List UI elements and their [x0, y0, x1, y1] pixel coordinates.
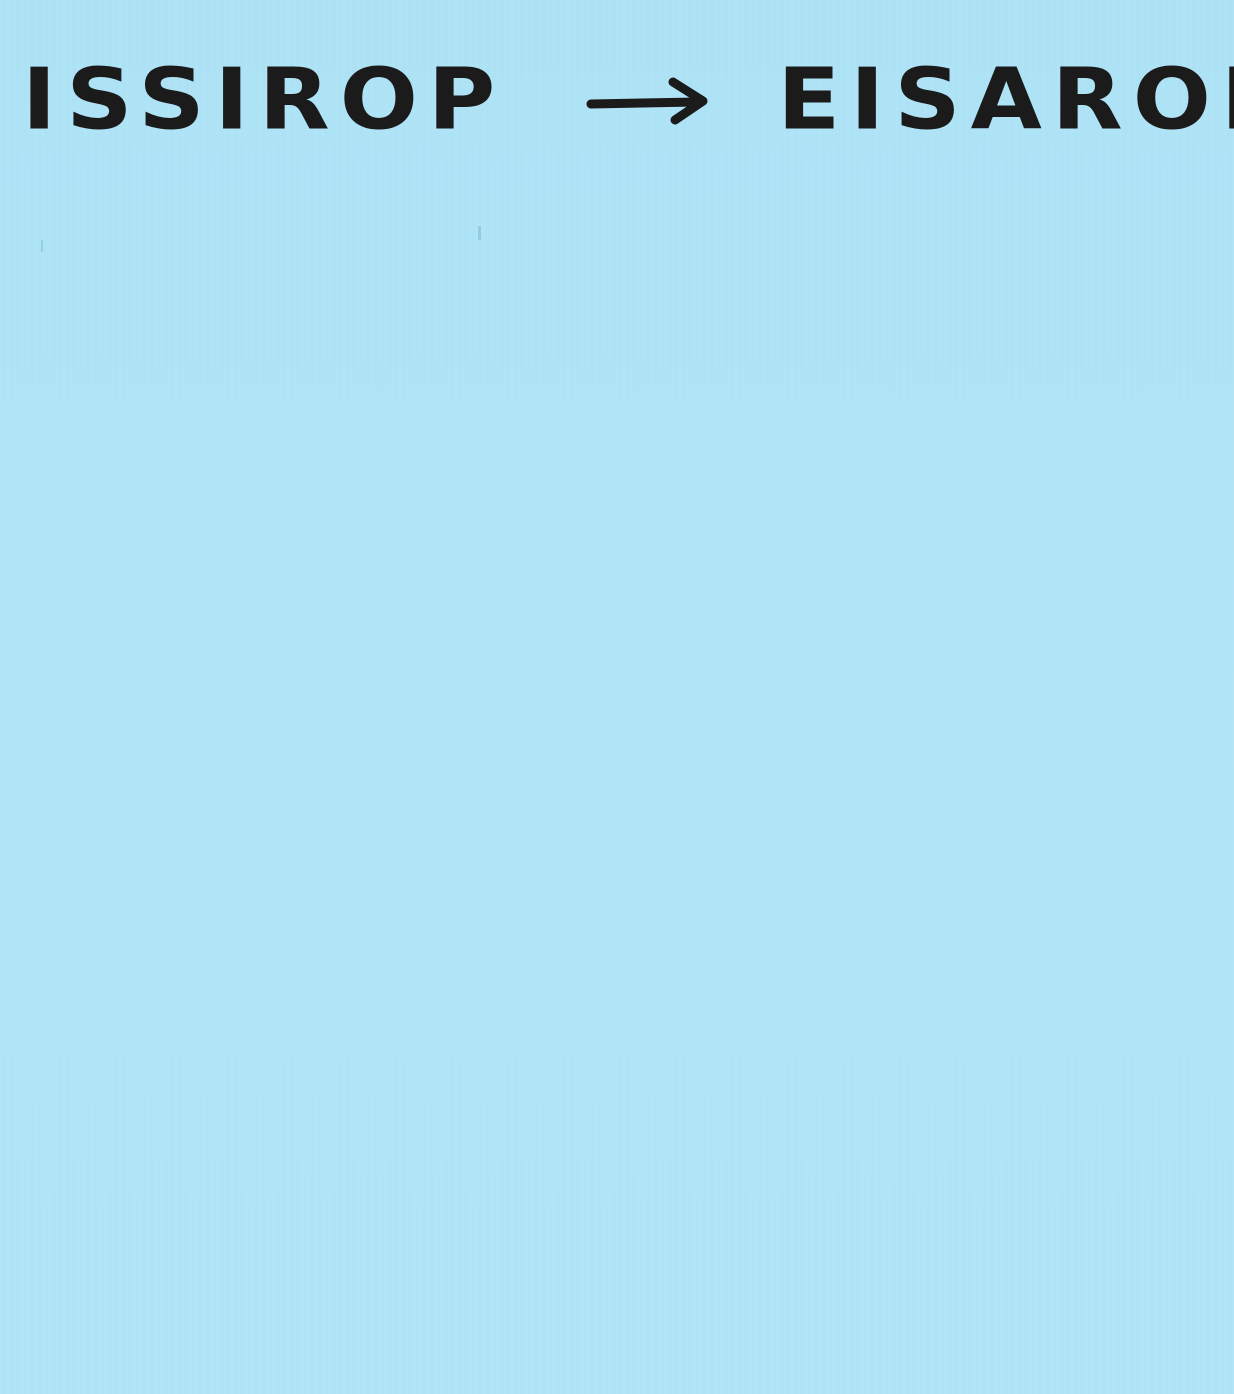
target-word: EISAROP [777, 50, 1234, 149]
paper-speck [41, 240, 43, 252]
handwritten-heading: ISSIROP EISAROP [22, 40, 1234, 160]
right-arrow-icon [585, 70, 715, 130]
source-word: ISSIROP [22, 50, 506, 149]
paper-speck [478, 226, 481, 240]
